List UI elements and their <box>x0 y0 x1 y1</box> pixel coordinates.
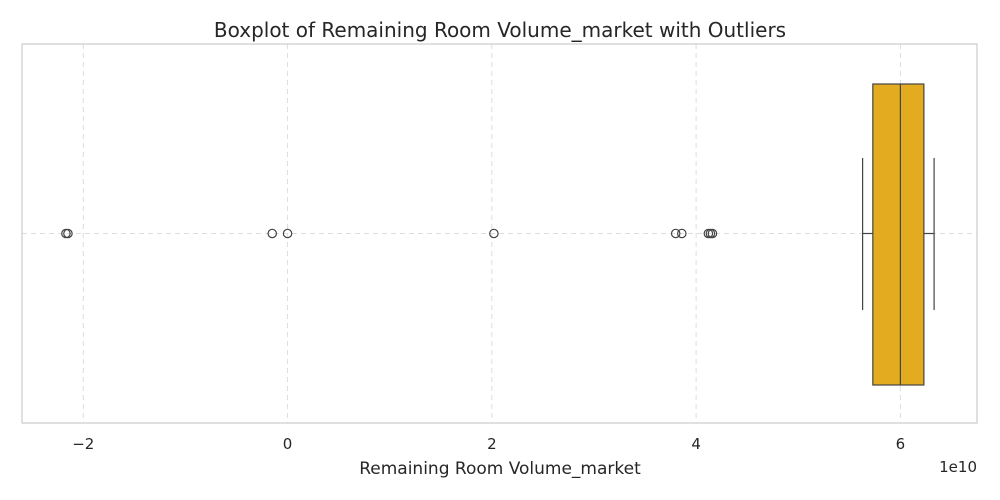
interquartile-box <box>872 83 925 386</box>
outlier-point <box>267 228 278 239</box>
chart-title: Boxplot of Remaining Room Volume_market … <box>214 18 786 42</box>
x-tick-label: 0 <box>283 435 293 453</box>
outlier-point <box>677 228 687 239</box>
outlier-point <box>489 228 499 239</box>
x-tick-label: 2 <box>487 435 497 453</box>
outlier-point <box>282 228 293 239</box>
plot-area-frame <box>21 43 978 424</box>
x-tick-label: 4 <box>691 435 701 453</box>
outlier-point <box>670 228 681 239</box>
x-tick-label: 6 <box>896 435 906 453</box>
grid-layer <box>22 44 977 423</box>
x-tick-labels: −2 0 2 4 6 <box>72 435 905 453</box>
boxplot-layer <box>862 83 935 386</box>
x-axis-label: Remaining Room Volume_market <box>359 459 641 479</box>
outlier-point <box>707 228 718 239</box>
outlier-point <box>63 228 73 239</box>
x-axis-scale-label: 1e10 <box>939 458 977 476</box>
x-tick-label: −2 <box>72 435 94 453</box>
outlier-layer <box>61 228 718 239</box>
